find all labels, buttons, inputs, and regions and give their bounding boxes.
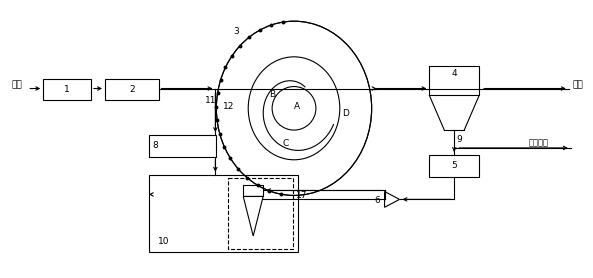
Text: A: A — [294, 102, 300, 111]
Text: B: B — [269, 90, 275, 99]
Text: 1: 1 — [64, 85, 70, 94]
Text: C: C — [283, 140, 289, 148]
Text: 11: 11 — [205, 96, 216, 105]
Text: 进水: 进水 — [12, 80, 23, 89]
Text: 4: 4 — [451, 69, 457, 78]
Text: 2: 2 — [129, 85, 135, 94]
Text: 10: 10 — [158, 237, 170, 247]
Text: 12: 12 — [222, 102, 234, 111]
Text: 9: 9 — [457, 135, 462, 145]
Bar — [429, 155, 479, 177]
Text: 6: 6 — [375, 196, 381, 205]
Bar — [105, 79, 159, 100]
Text: 5: 5 — [451, 161, 457, 170]
Bar — [243, 185, 263, 197]
Text: 8: 8 — [153, 142, 158, 150]
Bar — [149, 175, 298, 252]
Text: D: D — [342, 109, 349, 118]
Bar — [149, 135, 216, 157]
Bar — [429, 66, 479, 95]
Text: 17: 17 — [296, 191, 308, 200]
Text: 剩余污泥: 剩余污泥 — [529, 138, 549, 147]
Bar — [43, 79, 91, 100]
Bar — [228, 178, 293, 249]
Text: 出水: 出水 — [572, 80, 583, 89]
Text: 3: 3 — [234, 27, 239, 36]
